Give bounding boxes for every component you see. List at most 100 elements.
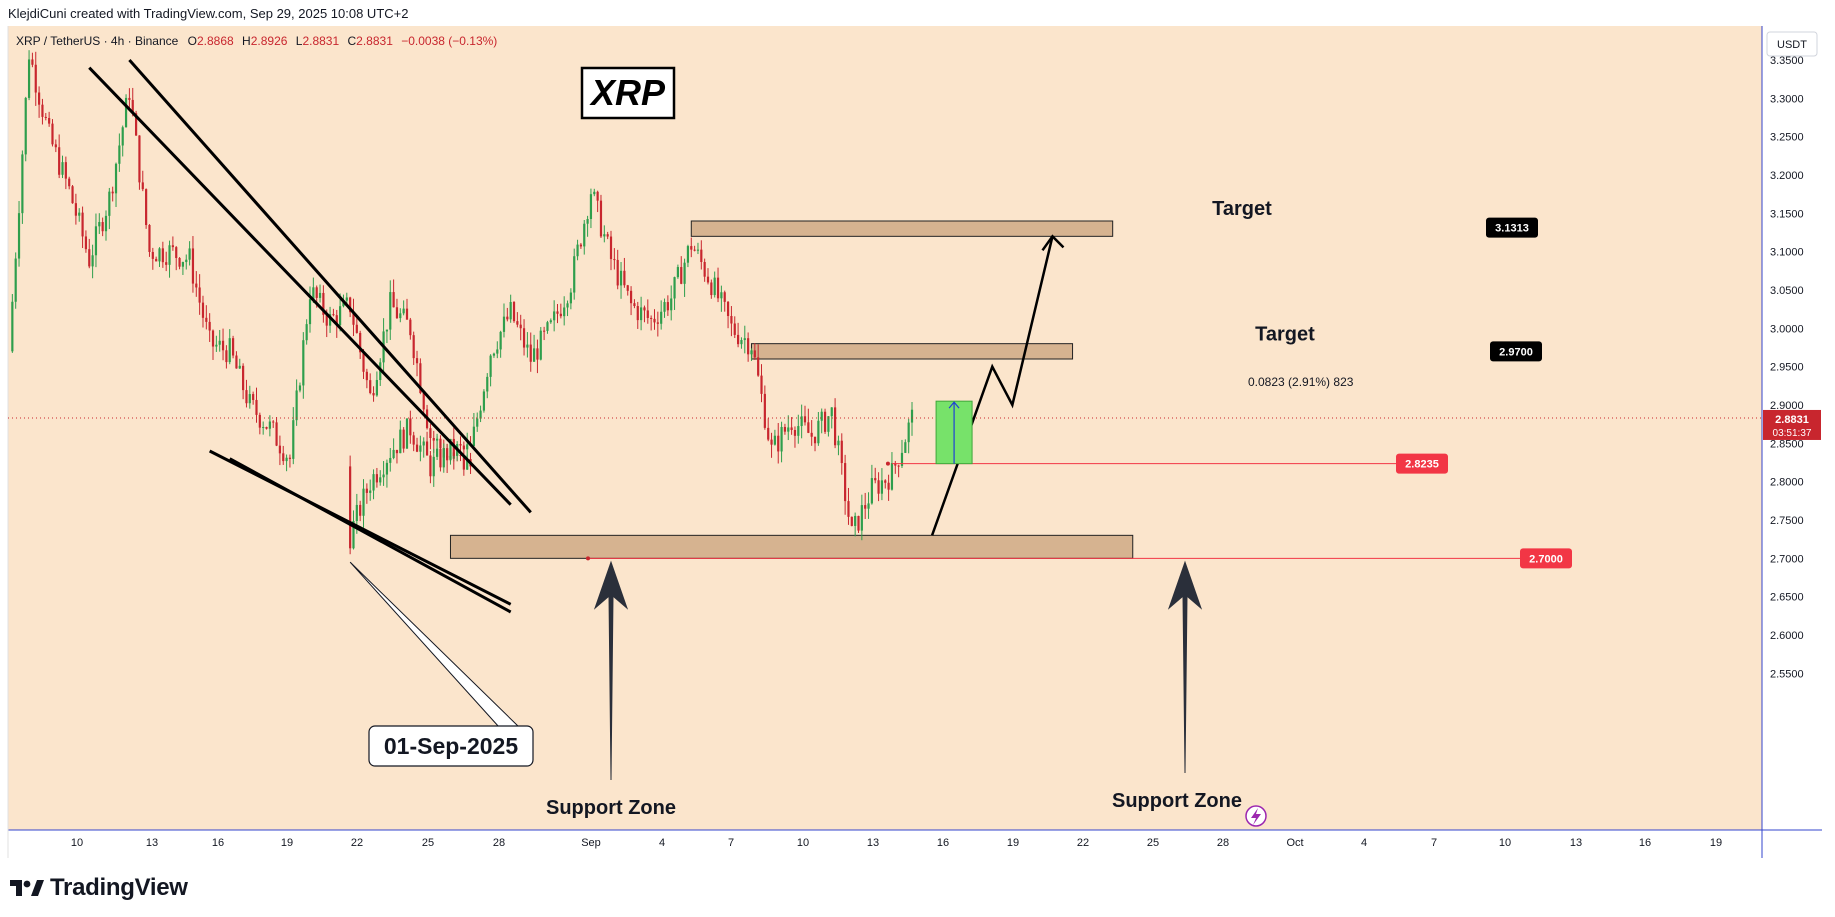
target-upper-tag[interactable]: 3.1313 (1486, 217, 1538, 238)
candle-body[interactable] (827, 416, 830, 432)
candle-body[interactable] (88, 249, 91, 267)
candle-body[interactable] (850, 516, 853, 526)
candle-body[interactable] (492, 353, 496, 356)
candle-body[interactable] (482, 391, 486, 411)
candle-body[interactable] (663, 302, 666, 312)
candle-body[interactable] (188, 248, 191, 260)
candle-body[interactable] (673, 277, 676, 299)
candle-body[interactable] (506, 316, 509, 320)
candle-body[interactable] (466, 444, 469, 450)
candle-body[interactable] (854, 515, 857, 526)
entry-tag[interactable]: 2.8235 (1396, 453, 1448, 474)
candle-body[interactable] (151, 251, 154, 259)
candle-body[interactable] (41, 104, 44, 117)
candle-body[interactable] (191, 248, 195, 284)
candle-body[interactable] (399, 313, 402, 319)
candle-body[interactable] (890, 463, 894, 490)
candle-body[interactable] (322, 292, 325, 315)
currency-badge[interactable]: USDT (1766, 31, 1818, 57)
candle-body[interactable] (362, 488, 365, 516)
candle-body[interactable] (24, 97, 27, 155)
candle-body[interactable] (409, 319, 412, 336)
last-price-badge[interactable]: 2.8831 03:51:37 (1763, 409, 1821, 440)
candle-body[interactable] (800, 416, 803, 427)
candle-body[interactable] (753, 350, 756, 358)
candle-body[interactable] (793, 430, 797, 436)
candle-body[interactable] (690, 246, 693, 250)
candle-body[interactable] (68, 178, 71, 187)
candle-body[interactable] (288, 457, 292, 459)
candle-body[interactable] (198, 287, 201, 303)
candle-body[interactable] (242, 365, 245, 391)
trendline[interactable] (229, 457, 512, 614)
candle-body[interactable] (840, 440, 843, 464)
candle-body[interactable] (499, 331, 502, 350)
candle-body[interactable] (536, 348, 539, 360)
candle-body[interactable] (874, 478, 877, 481)
candle-body[interactable] (519, 324, 522, 329)
candle-body[interactable] (583, 223, 586, 247)
candle-body[interactable] (529, 344, 532, 362)
candle-body[interactable] (392, 449, 395, 458)
candle-body[interactable] (252, 394, 255, 400)
candle-body[interactable] (817, 420, 820, 444)
candle-body[interactable] (803, 416, 807, 423)
candle-body[interactable] (629, 290, 633, 304)
candle-body[interactable] (385, 462, 389, 475)
candle-body[interactable] (171, 245, 174, 248)
candle-body[interactable] (389, 457, 392, 463)
candle-body[interactable] (710, 282, 713, 296)
target-upper-label[interactable]: Target (1212, 198, 1272, 220)
candle-body[interactable] (486, 376, 489, 392)
candle-body[interactable] (626, 285, 629, 291)
candle-body[interactable] (730, 316, 733, 324)
candle-body[interactable] (777, 435, 780, 452)
candle-body[interactable] (419, 363, 422, 394)
candle-body[interactable] (359, 504, 362, 516)
candle-body[interactable] (278, 445, 282, 454)
candle-body[interactable] (181, 262, 185, 267)
candle-body[interactable] (285, 457, 288, 462)
candle-body[interactable] (733, 323, 736, 335)
candle-body[interactable] (389, 292, 392, 330)
candle-body[interactable] (235, 355, 238, 369)
candle-body[interactable] (228, 338, 231, 363)
candle-body[interactable] (660, 311, 663, 324)
candle-body[interactable] (78, 212, 81, 216)
candle-body[interactable] (606, 234, 609, 237)
candle-body[interactable] (231, 338, 235, 356)
candle-body[interactable] (422, 441, 425, 446)
candle-body[interactable] (462, 455, 465, 470)
candle-body[interactable] (405, 418, 409, 449)
candle-body[interactable] (442, 448, 445, 468)
candle-body[interactable] (399, 429, 402, 454)
candle-body[interactable] (332, 314, 335, 316)
candle-body[interactable] (372, 393, 375, 396)
candle-body[interactable] (365, 371, 368, 381)
candle-body[interactable] (355, 504, 358, 522)
trendline[interactable] (128, 59, 532, 514)
candle-body[interactable] (268, 421, 271, 429)
candle-body[interactable] (282, 453, 285, 462)
candle-body[interactable] (556, 311, 559, 314)
candle-body[interactable] (680, 267, 683, 284)
candle-body[interactable] (74, 203, 77, 216)
candle-body[interactable] (31, 59, 34, 65)
candle-body[interactable] (609, 236, 613, 260)
candle-body[interactable] (185, 259, 188, 263)
candle-body[interactable] (887, 482, 890, 490)
candle-body[interactable] (693, 249, 696, 251)
candle-body[interactable] (780, 426, 783, 452)
candle-body[interactable] (272, 421, 275, 423)
candle-body[interactable] (275, 422, 278, 446)
candle-body[interactable] (369, 490, 372, 493)
support-zone-left-label[interactable]: Support Zone (546, 797, 676, 819)
candle-body[interactable] (666, 302, 669, 311)
candle-body[interactable] (325, 314, 328, 326)
candle-body[interactable] (833, 407, 837, 446)
candle-body[interactable] (359, 332, 362, 353)
candle-body[interactable] (656, 322, 659, 324)
candle-body[interactable] (165, 262, 168, 265)
candle-body[interactable] (894, 463, 897, 466)
candle-body[interactable] (34, 64, 37, 93)
